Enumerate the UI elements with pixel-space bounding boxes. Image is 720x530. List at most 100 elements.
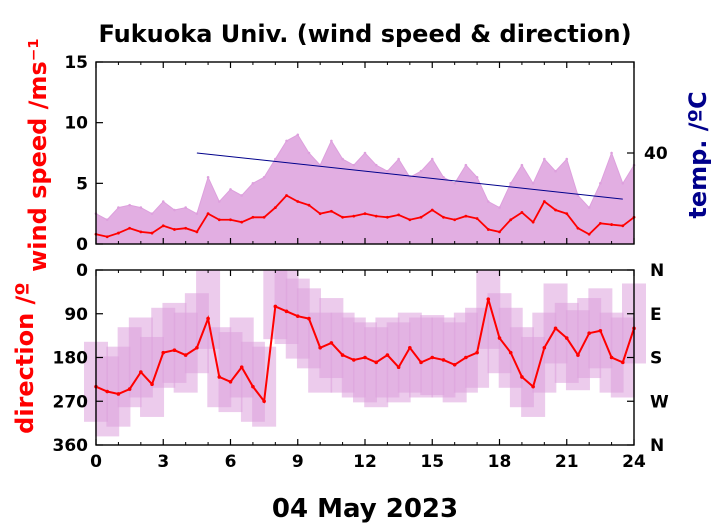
- gust-point: [296, 133, 300, 137]
- mean-wind-speed-point: [273, 206, 277, 210]
- time-tick-label: 15: [420, 452, 444, 472]
- wind-speed-axis-label: wind speed /ms⁻¹: [24, 38, 52, 272]
- mean-wind-speed-point: [329, 209, 333, 213]
- mean-wind-speed-point: [285, 194, 288, 197]
- direction-tick-label: 0: [76, 261, 88, 281]
- mean-direction-point: [486, 297, 491, 301]
- gust-point: [486, 200, 490, 203]
- gust-point: [610, 151, 613, 155]
- gust-point: [217, 200, 221, 203]
- gust-point: [173, 208, 176, 212]
- mean-direction-point: [139, 370, 143, 374]
- mean-direction-point: [307, 316, 311, 321]
- mean-direction-point: [374, 360, 379, 365]
- mean-direction-point: [520, 375, 524, 379]
- mean-wind-speed-point: [542, 200, 546, 203]
- mean-direction-point: [228, 380, 233, 384]
- mean-direction-point: [251, 384, 255, 389]
- mean-direction-point: [318, 345, 322, 350]
- temperature-axis-label: temp. /ºC: [684, 91, 712, 218]
- time-tick-label: 21: [555, 452, 579, 472]
- temperature-line: [196, 152, 623, 200]
- mean-wind-speed-point: [610, 223, 613, 226]
- gust-series: [95, 134, 635, 245]
- wind-speed-tick-label: 10: [64, 114, 88, 134]
- mean-direction-point: [239, 365, 244, 370]
- mean-direction-point: [587, 331, 591, 335]
- time-tick-label: 3: [157, 452, 169, 472]
- mean-direction-point: [542, 345, 547, 350]
- mean-wind-speed-point: [486, 228, 490, 231]
- compass-tick-label: E: [650, 305, 662, 325]
- mean-wind-speed-point: [565, 212, 569, 216]
- gust-point: [341, 157, 344, 161]
- mean-wind-speed-point: [520, 211, 524, 214]
- gust-point: [128, 203, 131, 207]
- mean-direction-point: [430, 355, 435, 360]
- mean-wind-speed-point: [621, 224, 625, 228]
- mean-wind-speed-point: [475, 217, 479, 220]
- mean-wind-speed-point: [587, 232, 591, 236]
- mean-direction-point: [172, 348, 177, 353]
- mean-direction-point: [385, 353, 390, 357]
- mean-direction-point: [408, 345, 412, 350]
- gust-point: [386, 169, 389, 173]
- time-tick-label: 6: [225, 452, 237, 472]
- gust-point: [195, 212, 199, 215]
- gust-point: [274, 157, 277, 161]
- mean-direction-point: [217, 375, 222, 379]
- mean-direction-point: [150, 382, 154, 387]
- mean-direction-point: [419, 360, 423, 365]
- mean-wind-speed-point: [464, 214, 468, 218]
- mean-direction-point: [161, 350, 166, 355]
- gust-point: [374, 163, 378, 167]
- mean-wind-speed-point: [408, 218, 412, 222]
- mean-wind-speed-point: [184, 226, 188, 230]
- mean-wind-speed-point: [195, 230, 199, 234]
- wind-direction-axis-label: direction /º: [11, 282, 39, 434]
- mean-wind-speed-point: [128, 226, 132, 230]
- time-tick-label: 9: [292, 452, 304, 472]
- direction-tick-label: 270: [53, 392, 89, 412]
- mean-direction-point: [464, 355, 468, 360]
- gust-point: [352, 163, 356, 167]
- mean-direction-point: [295, 314, 300, 318]
- mean-wind-speed-point: [206, 212, 210, 216]
- mean-wind-speed-point: [217, 218, 221, 222]
- mean-direction-point: [553, 326, 558, 331]
- gust-point: [262, 175, 266, 179]
- gust-point: [475, 175, 479, 179]
- gust-point: [229, 188, 232, 191]
- wind-speed-tick-label: 15: [64, 53, 88, 73]
- mean-wind-speed-point: [161, 224, 165, 228]
- mean-direction-point: [195, 345, 199, 350]
- gust-point: [285, 139, 288, 143]
- gust-point: [206, 175, 210, 179]
- mean-direction-point: [531, 384, 535, 389]
- mean-wind-speed-point: [318, 212, 322, 216]
- mean-direction-point: [183, 353, 188, 357]
- gust-point: [464, 163, 468, 167]
- direction-tick-label: 360: [53, 436, 89, 456]
- compass-tick-label: S: [650, 349, 662, 369]
- gust-point: [442, 175, 445, 179]
- gust-point: [240, 194, 244, 197]
- mean-direction-point: [206, 316, 210, 321]
- compass-tick-label: N: [650, 261, 664, 281]
- mean-wind-speed-point: [498, 230, 501, 234]
- mean-wind-speed-point: [229, 218, 232, 222]
- gust-point: [161, 200, 165, 203]
- mean-wind-speed-point: [554, 208, 557, 212]
- gust-point: [531, 182, 535, 185]
- mean-wind-speed-point: [105, 235, 109, 239]
- mean-direction-point: [508, 350, 513, 355]
- mean-wind-speed-point: [150, 231, 154, 235]
- mean-wind-speed-point: [374, 214, 378, 218]
- mean-wind-speed-point: [341, 215, 344, 219]
- temperature-tick-label: 40: [644, 144, 668, 164]
- mean-wind-speed-point: [386, 215, 389, 219]
- gust-point: [509, 182, 513, 185]
- mean-direction-point: [351, 358, 356, 362]
- mean-wind-speed-point: [139, 230, 143, 234]
